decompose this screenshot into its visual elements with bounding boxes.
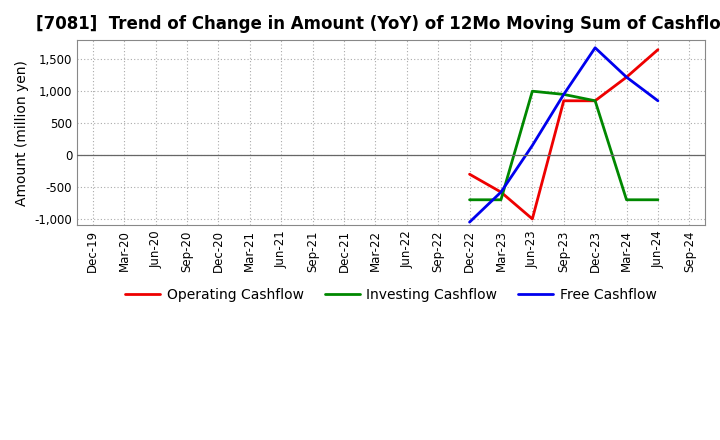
Operating Cashflow — [465, 172, 474, 177]
Investing Cashflow — [528, 88, 536, 94]
Free Cashflow — [465, 220, 474, 225]
Y-axis label: Amount (million yen): Amount (million yen) — [15, 60, 29, 205]
Investing Cashflow — [465, 197, 474, 202]
Investing Cashflow — [497, 197, 505, 202]
Free Cashflow — [528, 143, 536, 148]
Free Cashflow — [654, 98, 662, 103]
Line: Operating Cashflow: Operating Cashflow — [469, 50, 658, 219]
Investing Cashflow — [654, 197, 662, 202]
Operating Cashflow — [591, 98, 600, 103]
Investing Cashflow — [622, 197, 631, 202]
Legend: Operating Cashflow, Investing Cashflow, Free Cashflow: Operating Cashflow, Investing Cashflow, … — [120, 282, 662, 307]
Operating Cashflow — [654, 47, 662, 52]
Line: Free Cashflow: Free Cashflow — [469, 48, 658, 222]
Free Cashflow — [591, 45, 600, 51]
Operating Cashflow — [622, 74, 631, 80]
Free Cashflow — [622, 74, 631, 80]
Title: [7081]  Trend of Change in Amount (YoY) of 12Mo Moving Sum of Cashflows: [7081] Trend of Change in Amount (YoY) o… — [36, 15, 720, 33]
Free Cashflow — [559, 92, 568, 97]
Investing Cashflow — [591, 98, 600, 103]
Investing Cashflow — [559, 92, 568, 97]
Line: Investing Cashflow: Investing Cashflow — [469, 91, 658, 200]
Operating Cashflow — [559, 98, 568, 103]
Free Cashflow — [497, 190, 505, 195]
Operating Cashflow — [497, 190, 505, 195]
Operating Cashflow — [528, 216, 536, 222]
